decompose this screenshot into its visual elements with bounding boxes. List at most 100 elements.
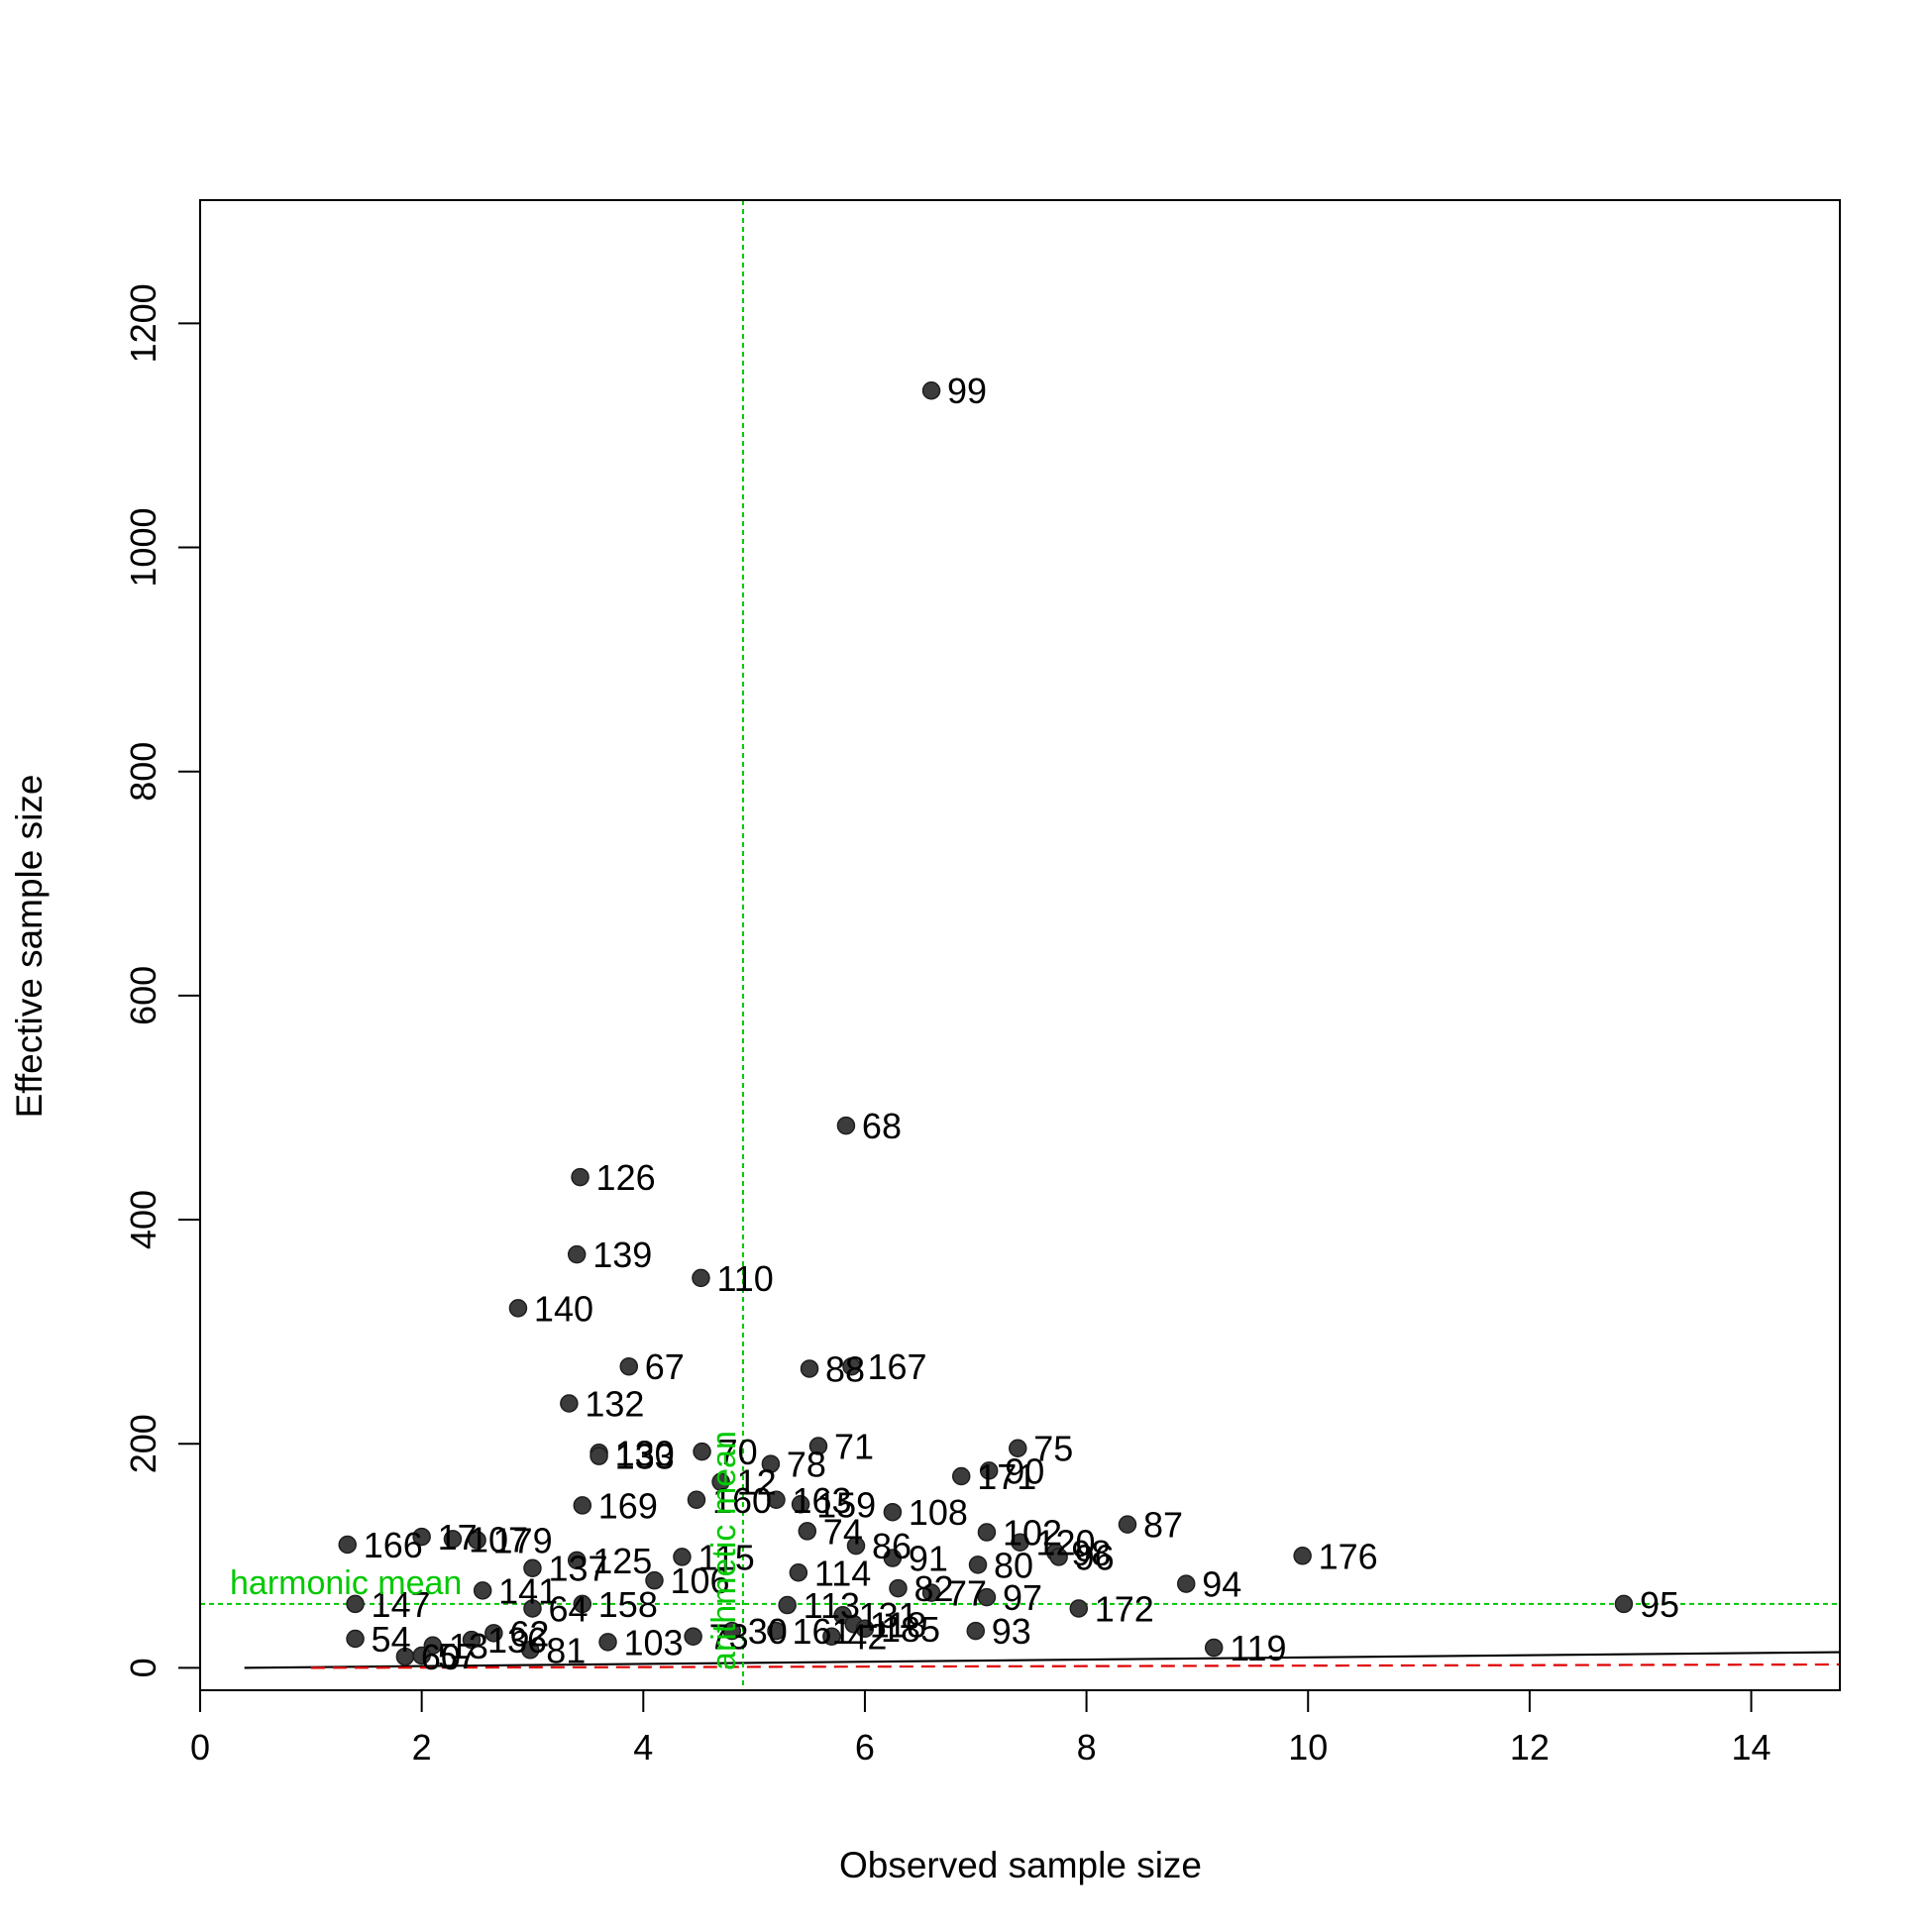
data-point: [968, 1556, 988, 1574]
data-point: [684, 1627, 702, 1646]
data-point: [855, 1619, 875, 1639]
data-point: [412, 1646, 431, 1665]
point-label: 161: [792, 1611, 851, 1652]
point-label: 160: [712, 1480, 772, 1521]
data-point: [1069, 1599, 1089, 1618]
point-label: 113: [804, 1585, 860, 1626]
point-label: 108: [909, 1492, 968, 1533]
data-point: [1204, 1638, 1224, 1658]
data-point: [523, 1599, 542, 1618]
data-point: [761, 1454, 781, 1473]
y-tick-label: 800: [123, 742, 163, 802]
point-label: 115: [698, 1537, 754, 1577]
data-point: [842, 1356, 861, 1376]
data-point: [520, 1641, 540, 1660]
point-label: 141: [498, 1570, 558, 1611]
data-point: [598, 1633, 617, 1652]
point-label: 91: [909, 1539, 948, 1579]
data-point: [711, 1472, 730, 1491]
x-tick-label: 6: [855, 1727, 875, 1768]
data-point: [778, 1595, 797, 1615]
data-point: [692, 1268, 710, 1288]
data-point: [722, 1621, 742, 1641]
x-axis-title: Observed sample size: [839, 1845, 1202, 1885]
x-tick-label: 8: [1077, 1727, 1097, 1768]
point-label: 140: [534, 1288, 593, 1329]
data-point: [883, 1549, 903, 1567]
point-label: 103: [624, 1622, 684, 1663]
data-point: [1614, 1594, 1634, 1614]
data-point: [798, 1522, 817, 1541]
point-label: 17: [438, 1517, 478, 1557]
data-point: [822, 1627, 841, 1646]
point-label: 125: [592, 1541, 652, 1581]
reference-lines: [200, 200, 1840, 1690]
point-label: 68: [862, 1106, 902, 1146]
data-point: [1118, 1515, 1137, 1534]
point-label: 179: [493, 1520, 553, 1560]
data-point: [484, 1624, 503, 1643]
point-label: 120: [1036, 1523, 1096, 1563]
point-label: 159: [816, 1484, 876, 1525]
data-point: [1293, 1547, 1312, 1565]
x-tick-label: 4: [633, 1727, 653, 1768]
data-point: [590, 1447, 608, 1465]
data-point: [468, 1531, 486, 1550]
point-label: 102: [1003, 1513, 1062, 1554]
point-label: 185: [881, 1609, 940, 1650]
y-tick-label: 400: [123, 1190, 163, 1249]
point-label: 167: [868, 1346, 927, 1387]
x-tick-label: 2: [412, 1727, 432, 1768]
data-point: [687, 1490, 706, 1510]
data-point: [693, 1442, 711, 1461]
y-tick-label: 1000: [123, 508, 163, 588]
point-label: 81: [546, 1630, 586, 1670]
dashed-reference-curve: [310, 1663, 1840, 1669]
data-point: [921, 380, 941, 400]
point-label: 87: [1143, 1505, 1183, 1546]
data-point: [767, 1490, 786, 1510]
point-label: 119: [1230, 1628, 1286, 1668]
data-point: [508, 1299, 528, 1318]
point-label: 133: [615, 1437, 675, 1477]
data-point: [966, 1621, 986, 1641]
data-point: [977, 1523, 997, 1542]
data-point: [571, 1167, 590, 1187]
point-label: 78: [787, 1445, 826, 1485]
data-point: [800, 1359, 819, 1378]
reference-curves: [244, 1651, 1840, 1669]
data-point: [921, 1583, 941, 1602]
x-tick-label: 12: [1510, 1727, 1550, 1768]
point-label: 99: [947, 371, 987, 411]
point-label: 139: [592, 1234, 652, 1275]
point-label: 171: [977, 1456, 1036, 1497]
data-point: [523, 1558, 542, 1577]
point-label: 80: [994, 1545, 1033, 1585]
data-point: [567, 1551, 587, 1570]
data-point: [346, 1594, 365, 1614]
point-label: 158: [598, 1584, 658, 1625]
point-label: 106: [670, 1560, 729, 1601]
point-label: 86: [872, 1526, 912, 1566]
point-label: 163: [792, 1480, 851, 1521]
data-point: [1011, 1533, 1029, 1552]
arithmetic-mean-label: arithmetic mean: [705, 1431, 743, 1670]
point-label: 70: [718, 1432, 758, 1472]
point-label: 131: [859, 1595, 918, 1636]
point-label: 130: [615, 1433, 675, 1473]
point-label: 77: [947, 1573, 987, 1614]
point-label: 114: [814, 1553, 871, 1593]
point-label: 118: [870, 1604, 926, 1645]
y-axis: 0 200 400 600 800 1000 1200: [123, 283, 201, 1677]
point-label: 74: [823, 1511, 863, 1552]
data-point: [1049, 1548, 1068, 1566]
x-tick-label: 10: [1288, 1727, 1328, 1768]
data-point: [346, 1629, 365, 1649]
point-label: 107: [469, 1519, 528, 1559]
data-point: [951, 1466, 971, 1486]
harmonic-mean-label: harmonic mean: [230, 1564, 462, 1602]
point-label: 13: [449, 1626, 488, 1666]
data-point: [567, 1244, 587, 1264]
point-label: 71: [834, 1426, 874, 1466]
data-point: [619, 1356, 639, 1376]
